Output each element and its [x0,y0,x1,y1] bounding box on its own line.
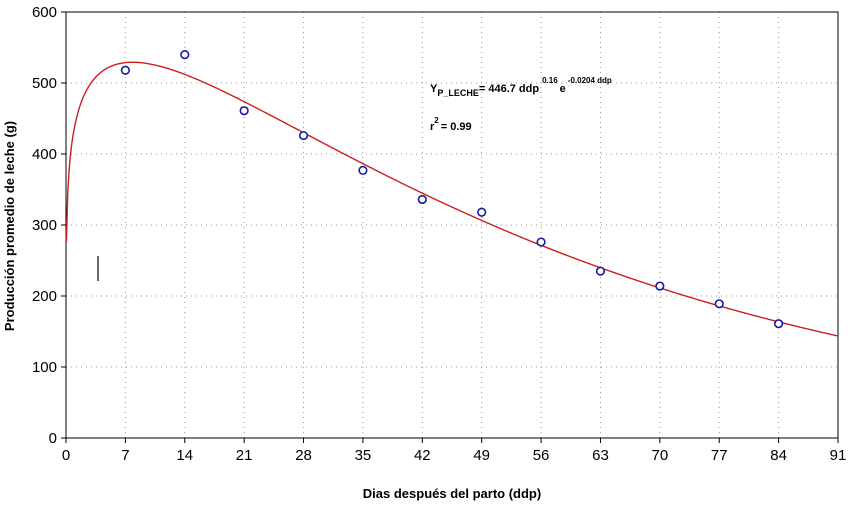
plot-frame [65,11,839,439]
x-tick-label: 56 [533,447,550,464]
data-point [714,299,724,309]
x-tick-label: 63 [592,447,609,464]
y-tick-label: 600 [32,4,57,21]
x-tick-label: 49 [473,447,490,464]
x-tick-label: 77 [711,447,728,464]
x-tick-label: 70 [652,447,669,464]
r2-sup: 2 [434,116,439,125]
fit-equation: YP_LECHE= 446.7 ddp0.16e-0.0204 ddp [430,76,612,98]
r2-symbol: r [430,121,435,133]
data-point [477,207,487,217]
data-point [239,106,249,116]
y-tick-label: 400 [32,146,57,163]
x-tick-label: 84 [770,447,787,464]
y-axis-label: Producción promedio de leche (g) [2,121,17,331]
data-point [774,319,784,329]
y-tick-label: 300 [32,217,57,234]
x-tick-label: 42 [414,447,431,464]
x-axis-label: Dias después del parto (ddp) [363,486,541,501]
eq-y-symbol: Y [430,83,438,95]
eq-e-symbol: e [560,83,566,95]
data-point [358,165,368,175]
eq-exp2: -0.0204 ddp [568,76,612,85]
y-tick-label: 200 [32,288,57,305]
axes [61,11,839,443]
data-point [417,194,427,205]
x-tick-label: 28 [295,447,312,464]
y-tick-label: 0 [49,430,57,447]
data-point [120,65,130,75]
x-tick-label: 21 [236,447,253,464]
x-tick-label: 91 [830,447,847,464]
data-point [595,266,606,276]
data-points-layer [120,49,784,329]
data-point [655,281,665,291]
y-tick-label: 500 [32,75,57,92]
y-tick-label: 100 [32,359,57,376]
y-tick-labels: 0 100 200 300 400 500 600 [32,4,57,447]
grid-lines [66,12,838,438]
x-tick-label: 14 [176,447,193,464]
eq-exp1: 0.16 [542,76,558,85]
x-tick-labels: 0 7 14 21 28 35 42 49 56 63 70 77 84 91 [62,447,847,464]
data-point [298,130,309,141]
eq-equals: = 446.7 ddp [479,83,540,95]
fitted-curve [65,61,839,337]
data-point [536,237,546,247]
eq-y-subscript: P_LECHE [437,88,479,98]
x-tick-label: 7 [121,447,129,464]
r2-value: = 0.99 [441,121,472,133]
x-tick-label: 0 [62,447,70,464]
r-squared: r2= 0.99 [430,116,472,133]
x-tick-label: 35 [355,447,372,464]
data-point [180,49,190,60]
fitted-curve-layer [65,61,839,337]
